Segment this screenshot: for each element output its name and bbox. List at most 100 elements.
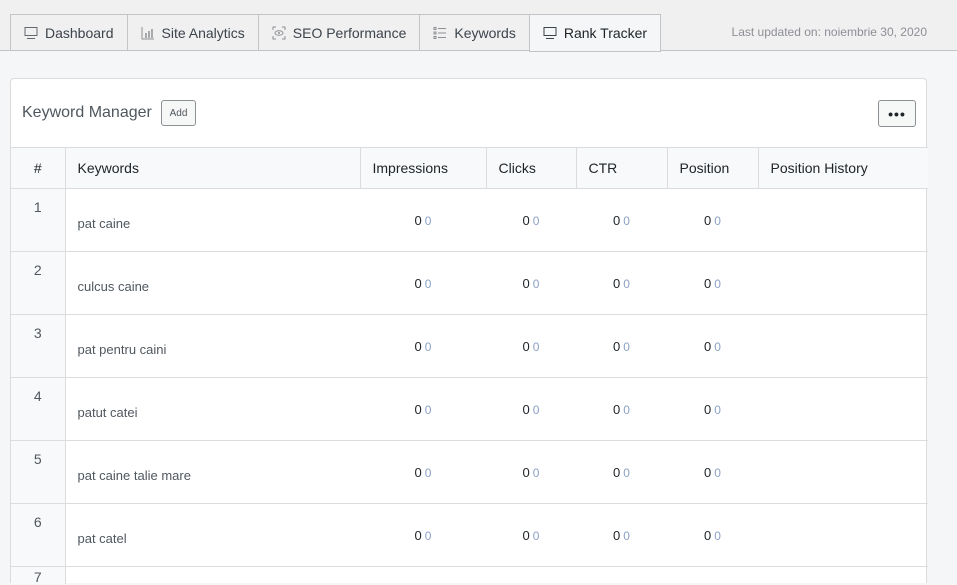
ctr-value: 0 (613, 212, 621, 228)
keyword-cell[interactable]: patut catei (65, 377, 360, 441)
header-clicks[interactable]: Clicks (486, 147, 577, 189)
position-history-cell (758, 503, 928, 567)
impressions-value: 0 (414, 464, 422, 480)
tab-label: Keywords (454, 24, 516, 41)
clicks-change: 0 (532, 465, 540, 480)
position-change: 0 (714, 465, 721, 480)
row-number: 3 (11, 314, 66, 378)
impressions-change: 0 (424, 465, 432, 480)
impressions-change: 0 (424, 339, 432, 354)
table-row: 7 (11, 566, 928, 585)
impressions-cell (360, 567, 486, 585)
clicks-value: 0 (522, 527, 530, 543)
position-value: 0 (704, 464, 712, 480)
tab-rank-tracker[interactable]: Rank Tracker (528, 14, 662, 52)
ctr-value: 0 (613, 338, 621, 354)
tab-dashboard[interactable]: Dashboard (10, 14, 127, 51)
clicks-cell (486, 567, 576, 585)
header-keywords[interactable]: Keywords (65, 147, 361, 189)
clicks-value: 0 (522, 401, 530, 417)
keyword-cell[interactable] (65, 567, 360, 585)
row-number: 5 (11, 440, 66, 504)
keyword-cell[interactable]: pat pentru caini (65, 314, 360, 378)
ctr-value: 0 (613, 527, 621, 543)
tab-label: Dashboard (45, 24, 114, 41)
position-value: 0 (704, 527, 712, 543)
row-number: 4 (11, 377, 66, 441)
row-number: 6 (11, 503, 66, 567)
tab-keywords[interactable]: Keywords (419, 14, 529, 51)
impressions-change: 0 (424, 213, 432, 228)
keyword-cell[interactable]: pat caine talie mare (65, 440, 360, 504)
keyword-cell[interactable]: pat caine (65, 188, 360, 252)
position-change: 0 (714, 528, 721, 543)
position-history-cell (758, 188, 928, 252)
impressions-value: 0 (414, 338, 422, 354)
header-ctr[interactable]: CTR (576, 147, 668, 189)
header-position-history[interactable]: Position History (758, 147, 928, 189)
ctr-value: 0 (613, 464, 621, 480)
clicks-value: 0 (522, 338, 530, 354)
clicks-value: 0 (522, 275, 530, 291)
monitor-icon (24, 26, 38, 39)
position-value: 0 (704, 275, 712, 291)
header-position[interactable]: Position (667, 147, 759, 189)
add-button[interactable]: Add (161, 100, 196, 126)
impressions-change: 0 (424, 402, 432, 417)
clicks-change: 0 (532, 402, 540, 417)
ctr-value: 0 (613, 401, 621, 417)
top-bar: Dashboard Site Analytics SEO Performance… (0, 0, 957, 52)
keyword-manager-card: Keyword Manager Add ••• # Keywords Impre… (10, 78, 928, 585)
keyword-cell[interactable]: pat catel (65, 503, 360, 567)
ctr-value: 0 (613, 275, 621, 291)
impressions-change: 0 (424, 276, 432, 291)
position-history-cell (758, 567, 928, 585)
header-number[interactable]: # (11, 147, 66, 189)
table-header-row: # Keywords Impressions Clicks CTR Positi… (11, 147, 928, 189)
tab-seo-performance[interactable]: SEO Performance (257, 14, 420, 51)
tab-label: SEO Performance (292, 24, 407, 41)
tab-bar: Dashboard Site Analytics SEO Performance… (10, 14, 662, 52)
position-history-cell (758, 377, 928, 441)
row-number: 7 (11, 566, 66, 584)
clicks-change: 0 (532, 528, 540, 543)
monitor-icon (543, 27, 557, 39)
ctr-change: 0 (623, 528, 630, 543)
header-impressions[interactable]: Impressions (360, 147, 487, 189)
keyword-cell[interactable]: culcus caine (65, 251, 360, 315)
impressions-value: 0 (414, 527, 422, 543)
position-history-cell (758, 251, 928, 315)
position-history-cell (758, 440, 928, 504)
position-value: 0 (704, 338, 712, 354)
clicks-value: 0 (522, 464, 530, 480)
ctr-change: 0 (623, 402, 630, 417)
clicks-change: 0 (532, 339, 540, 354)
ctr-change: 0 (623, 276, 630, 291)
row-number: 2 (11, 251, 66, 315)
position-change: 0 (714, 402, 721, 417)
tab-site-analytics[interactable]: Site Analytics (126, 14, 258, 51)
clicks-change: 0 (532, 213, 540, 228)
tab-label: Rank Tracker (563, 25, 648, 41)
more-options-button[interactable]: ••• (878, 100, 916, 127)
